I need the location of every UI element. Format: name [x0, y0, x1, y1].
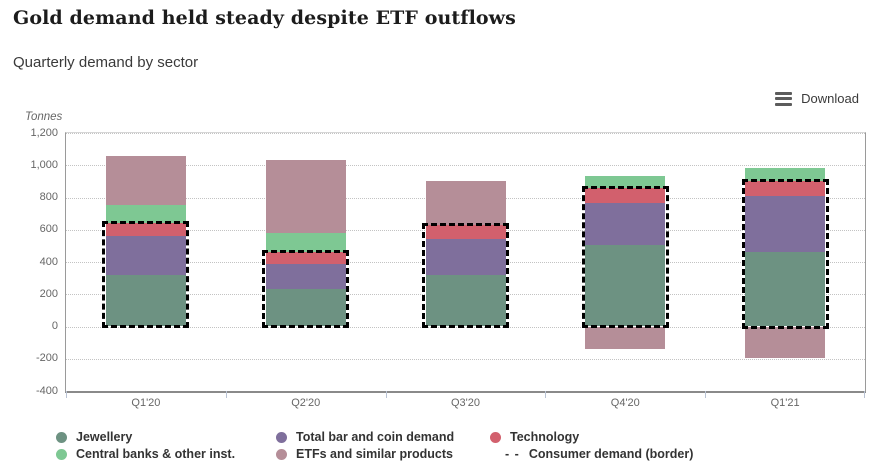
y-axis-tick-label: 800: [39, 191, 58, 203]
bar-segment-Q420-central-banks-other-inst-: [585, 175, 666, 188]
consumer-demand-border-Q120: [102, 221, 190, 329]
legend-label: Total bar and coin demand: [296, 430, 455, 444]
consumer-demand-border-Q420: [581, 185, 669, 329]
bar-segment-Q220-central-banks-other-inst-: [265, 232, 346, 253]
legend-item-consumer-demand[interactable]: - - Consumer demand (border): [505, 447, 693, 461]
download-label: Download: [801, 91, 859, 106]
bar-segment-Q121-jewellery: [745, 251, 826, 327]
bar-segment-Q120-etfs-and-similar-products: [105, 155, 186, 205]
x-axis-label-Q220: Q2'20: [291, 397, 321, 409]
y-axis-tick-label: -400: [35, 384, 58, 397]
bar-segment-Q120-central-banks-other-inst-: [105, 204, 186, 224]
legend-item-technology[interactable]: Technology: [490, 430, 579, 444]
bar-segment-Q220-technology: [265, 252, 346, 264]
y-axis-tick-label: 600: [39, 223, 58, 236]
plot-area: 1,200 1,000 800 600 400 200 0 -200 -400 Q1'20 Q2'2…: [30, 127, 866, 409]
bar-segment-Q320-etfs-and-similar-products: [425, 181, 506, 225]
consumer-demand-border-Q121: [741, 179, 829, 329]
legend-item-jewellery[interactable]: Jewellery: [56, 430, 132, 444]
hamburger-menu-icon[interactable]: [775, 91, 793, 106]
x-axis-tick-mark: [225, 391, 227, 398]
bar-segment-Q121-central-banks-other-inst-: [745, 167, 826, 182]
y-axis-tick-label: -200: [35, 352, 58, 365]
bar-segment-Q220-total-bar-and-coin-demand: [265, 263, 346, 289]
legend-label: Jewellery: [76, 430, 133, 444]
x-axis-tick-mark: [705, 391, 707, 398]
bar-segment-Q420-jewellery: [585, 245, 666, 327]
x-axis-tick-mark: [545, 391, 547, 398]
x-axis-label-Q420: Q4'20: [610, 397, 640, 409]
chart-subtitle: Quarterly demand by sector: [13, 54, 199, 71]
consumer-demand-border-Q220: [262, 250, 350, 329]
y-axis-tick-label: 1,200: [30, 126, 58, 139]
bar-segment-Q320-jewellery: [425, 274, 506, 327]
legend-label: Consumer demand (border): [528, 447, 694, 461]
bar-segment-Q120-jewellery: [105, 274, 186, 327]
legend-item-bar-and-coin[interactable]: Total bar and coin demand: [276, 430, 454, 444]
y-axis-tick-label: 400: [39, 255, 58, 268]
y-axis-tick-label: 200: [39, 287, 58, 300]
bar-segment-Q420-total-bar-and-coin-demand: [585, 203, 666, 246]
x-axis-tick-mark: [66, 391, 67, 398]
bar-and-coin-swatch-icon: [276, 431, 287, 443]
etfs-swatch-icon: [276, 448, 287, 460]
bar-segment-Q121-total-bar-and-coin-demand: [745, 195, 826, 252]
bar-segment-Q420-technology: [585, 187, 666, 204]
x-axis-label-Q121: Q1'21: [770, 397, 800, 409]
legend-label: Central banks & other inst.: [76, 447, 236, 461]
bar-segment-Q220-etfs-and-similar-products: [265, 160, 346, 233]
chart-legend: Jewellery Total bar and coin demand Tech…: [0, 424, 888, 472]
dashed-line-icon: - -: [505, 447, 520, 461]
y-axis-tick-label: 1,000: [30, 158, 58, 171]
legend-item-etfs[interactable]: ETFs and similar products: [276, 447, 453, 461]
y-axis-unit-label: Tonnes: [25, 111, 63, 123]
technology-swatch-icon: [490, 431, 501, 443]
x-axis-label-Q320: Q3'20: [450, 397, 480, 409]
x-axis-tick-mark: [864, 391, 865, 398]
download-button[interactable]: Download: [775, 91, 859, 106]
bar-segment-Q320-total-bar-and-coin-demand: [425, 239, 506, 275]
gridline-1000: [66, 165, 865, 167]
gridline-1200: [66, 133, 865, 134]
gridline--200: [66, 358, 865, 360]
bar-segment-Q420-etfs-and-similar-products: [585, 326, 666, 350]
page-title: Gold demand held steady despite ETF outf…: [13, 7, 516, 29]
consumer-demand-border-Q320: [422, 222, 509, 329]
legend-label: Technology: [510, 430, 580, 444]
jewellery-swatch-icon: [56, 431, 67, 443]
legend-label: ETFs and similar products: [296, 447, 453, 461]
bar-segment-Q220-jewellery: [265, 288, 346, 327]
bar-segment-Q320-technology: [425, 224, 506, 240]
bar-segment-Q121-etfs-and-similar-products: [745, 326, 826, 358]
y-axis-tick-label: 0: [51, 320, 58, 332]
legend-item-central-banks[interactable]: Central banks & other inst.: [56, 447, 235, 461]
bar-segment-Q120-technology: [105, 223, 186, 237]
central-banks-swatch-icon: [56, 448, 67, 460]
bar-segment-Q121-technology: [745, 181, 826, 196]
bar-segment-Q120-total-bar-and-coin-demand: [105, 236, 186, 275]
x-axis-label-Q120: Q1'20: [131, 397, 161, 409]
x-axis-tick-mark: [385, 391, 387, 398]
